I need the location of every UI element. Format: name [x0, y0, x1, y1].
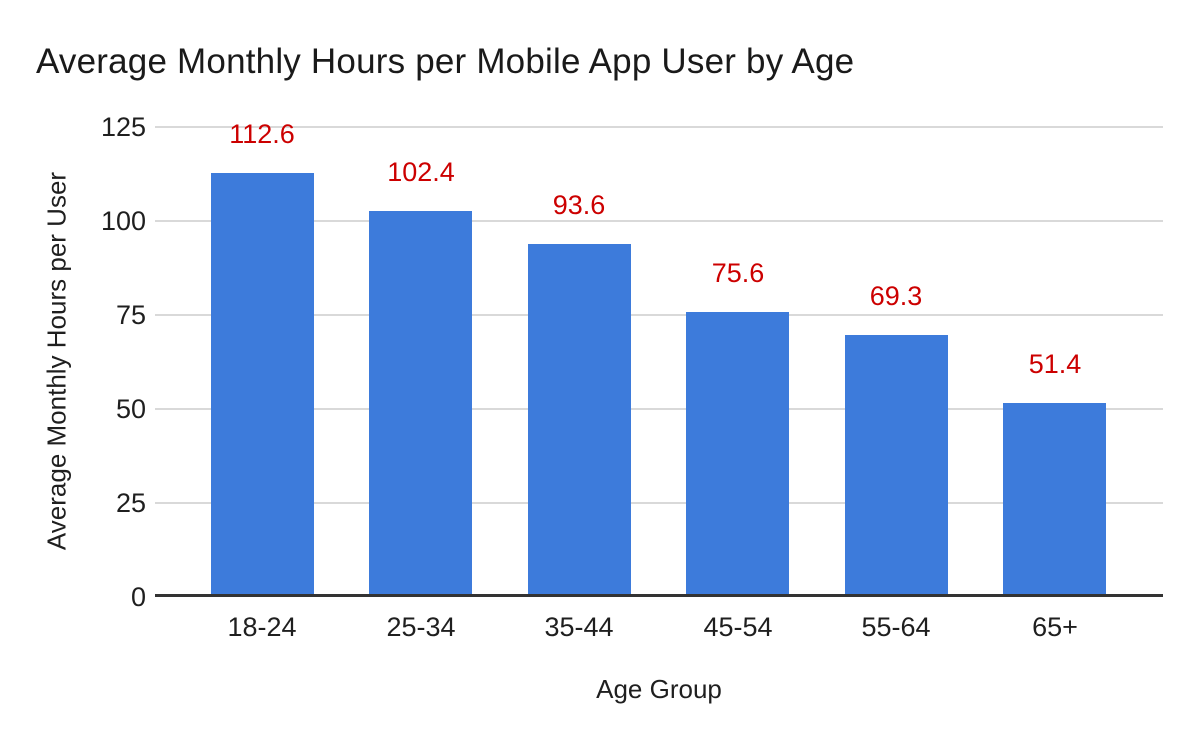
bar-value-label-25-34: 102.4 — [387, 157, 455, 187]
x-tick-label-55-64: 55-64 — [861, 612, 931, 642]
bar-value-label-65+: 51.4 — [1028, 349, 1082, 379]
bar-45-54 — [686, 312, 789, 596]
gridline-50 — [155, 408, 1163, 410]
y-tick-label-0: 0 — [130, 582, 146, 612]
x-tick-label-65+: 65+ — [1032, 612, 1078, 642]
gridline-125 — [155, 126, 1163, 128]
x-axis-line — [155, 594, 1163, 597]
bar-25-34 — [369, 211, 472, 596]
bar-55-64 — [845, 335, 948, 596]
gridline-75 — [155, 314, 1163, 316]
x-tick-label-45-54: 45-54 — [703, 612, 773, 642]
y-tick-label-100: 100 — [100, 206, 146, 236]
bar-value-label-18-24: 112.6 — [229, 119, 295, 149]
y-tick-label-50: 50 — [115, 394, 146, 424]
x-tick-label-18-24: 18-24 — [227, 612, 297, 642]
y-tick-label-125: 125 — [100, 112, 146, 142]
x-tick-label-25-34: 25-34 — [386, 612, 456, 642]
gridline-25 — [155, 502, 1163, 504]
bar-value-label-35-44: 93.6 — [552, 190, 606, 220]
y-tick-label-75: 75 — [115, 300, 146, 330]
bar-value-label-55-64: 69.3 — [869, 281, 923, 311]
bar-18-24 — [211, 173, 314, 596]
chart-title: Average Monthly Hours per Mobile App Use… — [36, 42, 855, 81]
gridline-100 — [155, 220, 1163, 222]
x-tick-label-35-44: 35-44 — [544, 612, 614, 642]
y-tick-label-25: 25 — [115, 488, 146, 518]
bar-35-44 — [528, 244, 631, 596]
x-axis-title: Age Group — [596, 674, 722, 704]
bar-value-label-45-54: 75.6 — [711, 258, 765, 288]
bar-65+ — [1003, 403, 1106, 596]
